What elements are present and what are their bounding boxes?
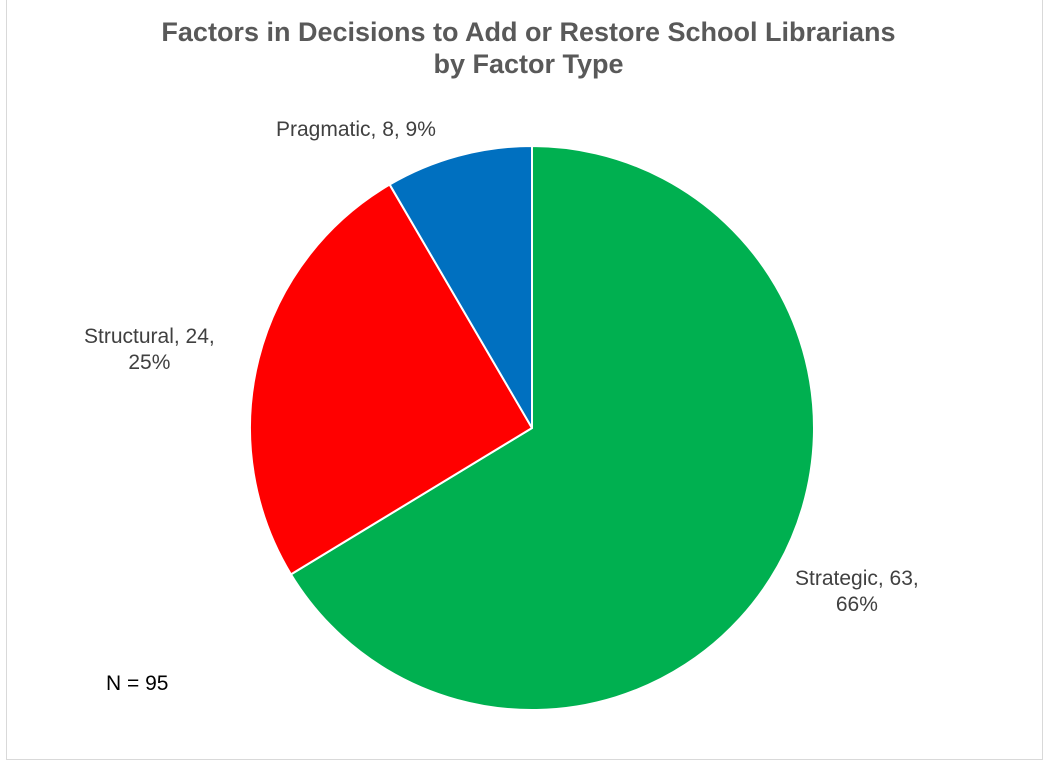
pie-slice-strategic: [289, 145, 815, 711]
sample-size-note: N = 95: [106, 672, 169, 695]
chart-title: Factors in Decisions to Add or Restore S…: [0, 16, 1045, 80]
slice-label-structural: Structural, 24, 25%: [84, 324, 215, 376]
slice-label-structural-line-1: Structural, 24,: [84, 325, 215, 348]
pie-slice-pragmatic: [388, 145, 533, 429]
slice-label-strategic-line-1: Strategic, 63,: [795, 567, 919, 590]
chart-title-line-1: Factors in Decisions to Add or Restore S…: [161, 17, 896, 47]
slice-label-structural-line-2: 25%: [128, 351, 171, 374]
slice-label-strategic: Strategic, 63, 66%: [795, 566, 919, 618]
chart-title-line-2: by Factor Type: [433, 49, 624, 79]
slice-label-pragmatic: Pragmatic, 8, 9%: [276, 117, 436, 143]
slice-label-pragmatic-line-1: Pragmatic, 8, 9%: [276, 118, 436, 141]
pie-slice-structural: [249, 183, 533, 576]
slice-label-strategic-line-2: 66%: [835, 593, 878, 616]
